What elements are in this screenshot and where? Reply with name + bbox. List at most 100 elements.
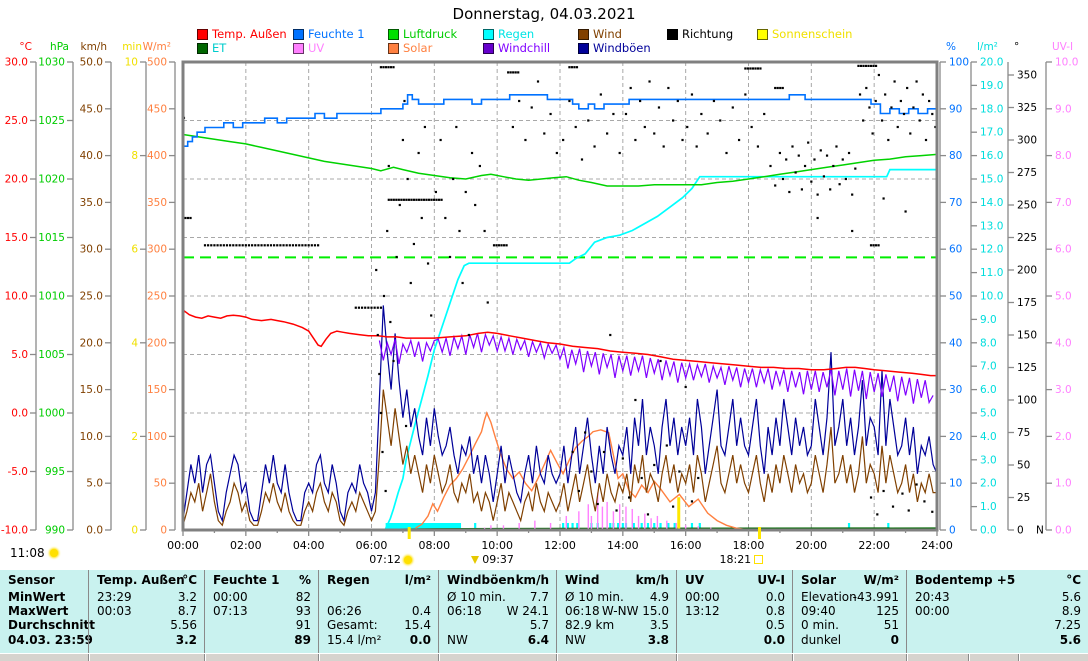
svg-text:1030: 1030	[38, 57, 65, 69]
cell-value: 0.8	[765, 604, 785, 618]
axis-unit-min: min	[122, 41, 142, 53]
svg-text:12.0: 12.0	[980, 244, 1003, 256]
svg-text:17.0: 17.0	[980, 127, 1003, 139]
svg-text:N: N	[1036, 525, 1044, 537]
axis-unit-hpa: hPa	[50, 41, 69, 53]
cell-value: 3.8	[647, 633, 669, 647]
legend-item-richtung: Richtung	[667, 27, 733, 41]
cell-label: 06:26	[327, 604, 362, 618]
svg-text:1000: 1000	[38, 408, 65, 420]
cell-label: 0 min.	[801, 618, 839, 632]
cell-label: MaxWert	[8, 604, 69, 618]
cell-label: 13:12	[685, 604, 720, 618]
series-wind	[182, 389, 937, 527]
svg-text:4.0: 4.0	[1055, 337, 1072, 349]
legend-item-luftdruck: Luftdruck	[388, 27, 457, 41]
svg-text:14.0: 14.0	[980, 197, 1003, 209]
cell-label: 00:03	[97, 604, 132, 618]
open-square-icon	[754, 555, 764, 564]
sun-icon	[49, 549, 58, 557]
svg-text:15.0: 15.0	[80, 384, 103, 396]
cell-value: 5.56	[170, 618, 197, 632]
cell-label: Bodentemp +5	[915, 573, 1016, 587]
svg-text:80: 80	[949, 150, 962, 162]
svg-text:10.0: 10.0	[1055, 57, 1078, 69]
legend-label: Feuchte 1	[308, 27, 365, 41]
cell-value: %	[298, 573, 311, 587]
svg-text:15.0: 15.0	[980, 174, 1003, 186]
cell-label: 06:18	[565, 604, 600, 618]
axis-min: 10 8 6 4 2 0 min	[122, 41, 147, 537]
statusbar-separator	[792, 654, 794, 661]
legend-item-wind: Wind	[578, 27, 622, 41]
x-tick-label: 14:00	[607, 539, 639, 552]
cell-value: W-NW 15.0	[601, 604, 669, 618]
cell-value: 89	[294, 633, 311, 647]
svg-text:0.0: 0.0	[86, 525, 103, 537]
legend-swatch-icon	[578, 42, 589, 54]
axis-unit-kmh: km/h	[80, 41, 107, 53]
svg-text:4: 4	[131, 337, 138, 349]
cell-label: Ø 10 min.	[565, 590, 624, 604]
svg-text:25.0: 25.0	[5, 115, 28, 127]
cell-label: 04.03. 23:59	[8, 633, 93, 647]
legend-label: Regen	[498, 27, 535, 41]
svg-text:11.0: 11.0	[980, 267, 1003, 279]
cell-value: 0.0	[409, 633, 431, 647]
table-col-bodentemp-+5: Bodentemp +5 °C 20:43 5.6 00:00 8.9 7.25 5.6	[906, 570, 1088, 653]
svg-text:90: 90	[949, 103, 962, 115]
svg-text:200: 200	[147, 337, 167, 349]
x-tick-label: 08:00	[418, 539, 450, 552]
gridlines	[183, 62, 937, 530]
cell-label: Durchschnitt	[8, 618, 96, 632]
cell-label: Ø 10 min.	[447, 590, 506, 604]
cell-value: km/h	[635, 573, 669, 587]
cell-value: 5.6	[1061, 590, 1081, 604]
svg-text:15.0: 15.0	[5, 232, 28, 244]
svg-text:30.0: 30.0	[5, 57, 28, 69]
svg-text:10.0: 10.0	[80, 431, 103, 443]
cell-label: MinWert	[8, 590, 66, 604]
svg-text:10: 10	[949, 478, 962, 490]
statusbar-separator	[968, 654, 970, 661]
table-col-uv: UV UV-I 00:00 0.0 13:12 0.8 0.5 0.0	[676, 570, 792, 653]
legend-label: Luftdruck	[403, 27, 458, 41]
table-col-solar: Solar W/m² Elevation -43.991 09:40 125 0 min. 5…	[792, 570, 906, 653]
legend-label: Wind	[593, 27, 622, 41]
svg-text:225: 225	[1017, 232, 1037, 244]
svg-text:0: 0	[131, 525, 138, 537]
chart-canvas: 30.025.020.015.010.05.00.0-5.0-10.0°C103…	[1, 41, 1079, 552]
svg-text:20.0: 20.0	[80, 337, 103, 349]
cell-value: 3.2	[177, 590, 197, 604]
axis-unit-lm2: l/m²	[977, 41, 998, 53]
legend-item-regen: Regen	[483, 27, 534, 41]
x-tick-label: 02:00	[230, 539, 262, 552]
svg-text:1025: 1025	[38, 115, 65, 127]
svg-text:250: 250	[147, 291, 167, 303]
cell-label: 00:00	[685, 590, 720, 604]
cell-value: 8.9	[1061, 604, 1081, 618]
statusbar-separator	[906, 654, 908, 661]
svg-text:6: 6	[131, 244, 138, 256]
svg-text:50: 50	[154, 478, 167, 490]
svg-text:995: 995	[45, 466, 65, 478]
axis-unit-temp: °C	[19, 41, 32, 53]
statusbar-separator	[676, 654, 678, 661]
cell-value: 5.7	[529, 618, 549, 632]
svg-text:1.0: 1.0	[1055, 478, 1072, 490]
svg-text:1015: 1015	[38, 232, 65, 244]
cell-value: 0.4	[411, 604, 431, 618]
svg-text:1010: 1010	[38, 291, 65, 303]
cell-value: 125	[876, 604, 899, 618]
cell-value: 5.6	[1059, 633, 1081, 647]
legend-swatch-icon	[578, 28, 589, 40]
cell-label: UV	[685, 573, 705, 587]
svg-text:2: 2	[131, 431, 138, 443]
legend-label: Sonnenschein	[772, 27, 853, 41]
cell-label: Regen	[327, 573, 370, 587]
svg-text:8: 8	[131, 150, 138, 162]
cell-value: 0.0	[763, 633, 785, 647]
table-col-sensor: Sensor MinWert MaxWert Durchschnitt 04.03. 2…	[0, 570, 95, 653]
